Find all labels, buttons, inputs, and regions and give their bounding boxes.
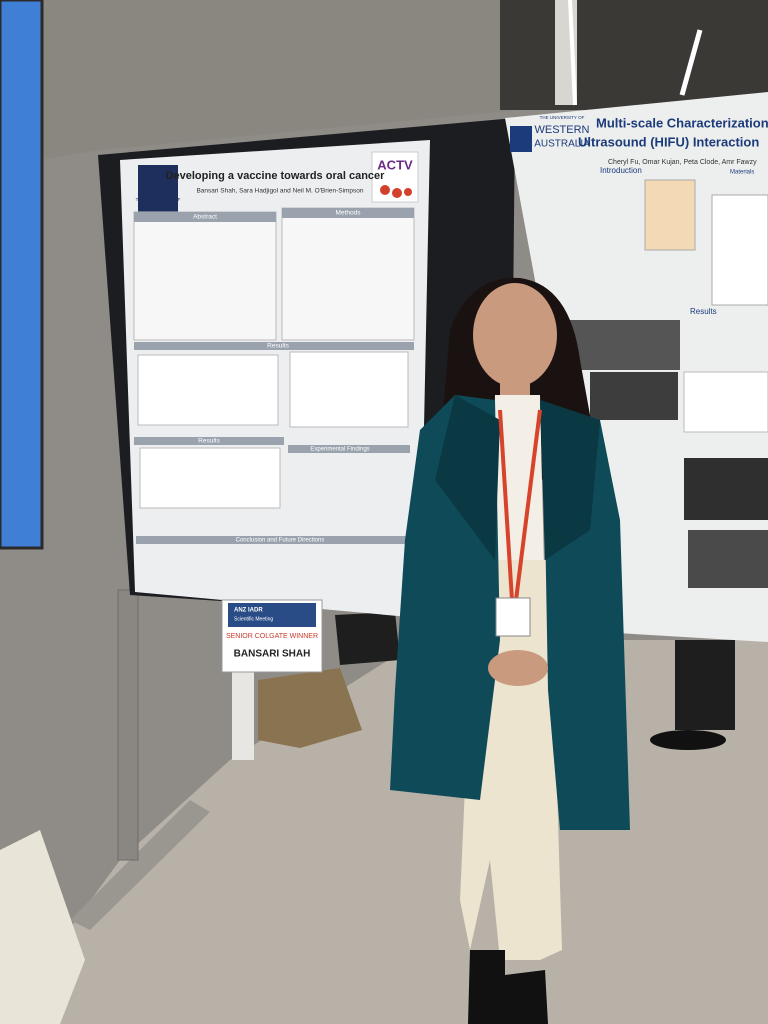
ceiling-light [568,0,577,106]
section-heading: Abstract [193,214,217,221]
results-figure [289,351,409,428]
poster-title: Multi-scale Characterization of [596,115,768,130]
coat-collar [540,400,600,560]
sign-banner-text: Scientific Meeting [234,616,273,622]
abstract-box [133,211,277,341]
logo-text: ACTV [377,157,413,172]
hands [488,650,548,686]
section-heading: Results [267,343,289,350]
university-text: AUSTRALIA [534,139,590,150]
section-heading: Experimental Findings [310,447,369,453]
results-figure [137,354,279,426]
lanyard [514,409,542,601]
face [473,283,557,387]
section-heading: Methods [336,210,362,217]
bystander-shoe [650,730,726,750]
method-figure [711,194,768,306]
results-figure [139,447,281,509]
winner-name: BANSARI SHAH [234,649,311,660]
poster-title: Developing a vaccine towards oral cancer [166,170,386,182]
poster-authors: Bansari Shah, Sara Hadjigol and Neil M. … [196,188,363,195]
shoe [468,950,505,1024]
bar-figure [683,371,768,433]
name-badge [495,597,531,637]
backpack [335,612,400,665]
section-heading: Conclusion and Future Directions [236,538,325,544]
award-title: SENIOR COLGATE WINNER [226,633,318,640]
jacket-on-floor [258,668,362,748]
section-header [282,208,414,218]
university-text: THE UNIVERSITY OF [540,115,585,120]
ceiling-light [679,29,703,96]
section-heading: Results [198,438,220,445]
methods-box [281,207,415,341]
section-header [288,445,410,453]
tooth-figure [644,179,696,251]
bystander-legs [675,640,735,730]
ceiling [500,0,768,110]
section-header [134,437,284,445]
section-header [134,342,414,350]
melbourne-logo [138,165,178,213]
stand-post [232,668,254,760]
section-heading: Results [690,307,717,316]
sign-banner [228,603,316,627]
logo-dot [380,185,390,195]
tote-bag [0,830,85,1024]
logo-dot [404,188,412,196]
university-text: THE UNIVERSITY OF [136,197,181,202]
sem-image [568,320,680,370]
stand-leg [117,589,139,861]
uwa-crest [510,126,532,152]
lanyard [498,409,514,601]
section-header [136,536,418,544]
sem-image [590,372,678,420]
university-text: MELBOURNE [139,207,177,213]
poster-title: Ultrasound (HIFU) Interaction [578,134,759,149]
section-heading: Materials [730,170,754,176]
university-text: WESTERN [535,124,590,136]
sem-image [688,530,768,588]
floor-strip [70,800,210,930]
wall-panel [40,0,520,160]
section-heading: Introduction [600,166,642,175]
display-frame [0,0,44,550]
logo-dot [392,188,402,198]
poster-authors: Cheryl Fu, Omar Kujan, Peta Clode, Amr F… [608,159,757,166]
sem-image [684,458,768,520]
section-header [134,212,276,222]
sign-banner-text: ANZ IADR [234,608,263,614]
display-screen [0,0,42,548]
coat-collar [435,395,500,560]
shoe [503,970,548,1024]
